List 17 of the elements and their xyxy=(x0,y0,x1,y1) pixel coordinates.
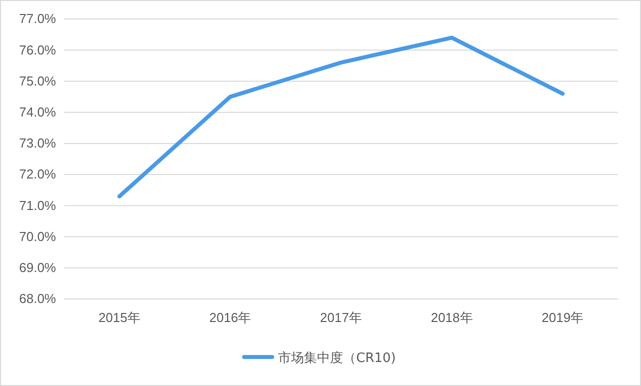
x-tick-label: 2018年 xyxy=(430,310,473,326)
x-tick-label: 2019年 xyxy=(542,310,584,326)
y-tick-label: 69.0% xyxy=(19,260,56,276)
y-tick-label: 77.0% xyxy=(19,11,56,26)
legend-label: 市场集中度（CR10) xyxy=(278,350,396,366)
y-tick-label: 68.0% xyxy=(19,291,56,306)
y-tick-label: 70.0% xyxy=(19,228,56,244)
y-tick-label: 71.0% xyxy=(19,198,56,213)
y-tick-label: 73.0% xyxy=(19,136,56,151)
y-tick-label: 75.0% xyxy=(19,73,56,88)
y-tick-label: 76.0% xyxy=(19,42,56,58)
x-tick-label: 2016年 xyxy=(209,310,252,326)
x-tick-label: 2017年 xyxy=(320,310,362,326)
y-tick-label: 72.0% xyxy=(19,166,56,182)
y-tick-label: 74.0% xyxy=(19,104,56,120)
line-series xyxy=(117,36,565,198)
x-tick-label: 2015年 xyxy=(98,310,140,326)
